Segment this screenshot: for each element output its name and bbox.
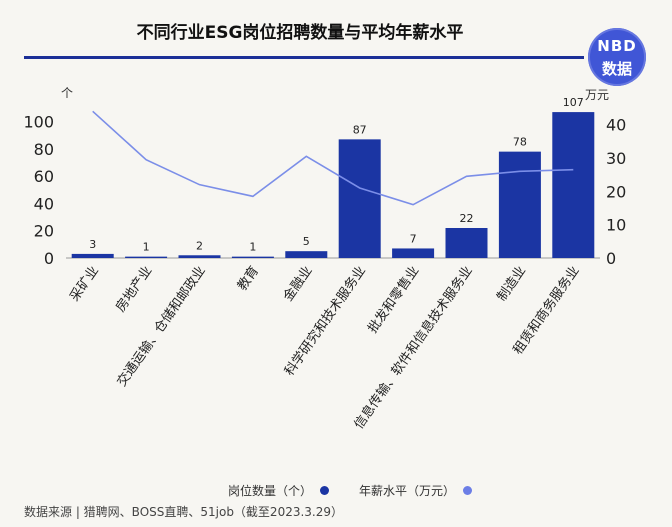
- bar: [445, 228, 488, 258]
- category-label: 采矿业: [67, 264, 102, 305]
- legend: 岗位数量（个） 年薪水平（万元）: [228, 482, 473, 499]
- bar-value-label: 1: [143, 241, 150, 254]
- chart-title: 不同行业ESG岗位招聘数量与平均年薪水平: [136, 23, 464, 43]
- bar: [178, 255, 221, 258]
- bar-value-label: 1: [249, 241, 256, 254]
- bar-value-label: 3: [89, 238, 96, 251]
- bar: [285, 251, 328, 258]
- right-tick-label: 40: [606, 116, 626, 135]
- left-tick-label: 0: [44, 249, 54, 268]
- left-axis-unit: 个: [61, 86, 74, 100]
- category-label: 制造业: [495, 264, 530, 305]
- right-tick-label: 20: [606, 182, 626, 201]
- right-axis-unit: 万元: [585, 88, 610, 102]
- nbd-logo: NBD 数据: [588, 28, 646, 86]
- left-tick-label: 40: [34, 194, 54, 213]
- legend-bar-swatch: [320, 486, 330, 495]
- left-tick-label: 60: [34, 167, 54, 186]
- left-tick-label: 100: [23, 113, 54, 132]
- left-tick-label: 20: [34, 222, 54, 241]
- logo-line-1: NBD: [597, 37, 637, 55]
- legend-line-label: 年薪水平（万元）: [359, 484, 456, 498]
- bar: [231, 256, 274, 258]
- category-label: 金融业: [280, 263, 315, 304]
- salary-line: [92, 110, 574, 206]
- bar: [125, 256, 168, 258]
- category-label: 信息传输、软件和信息技术服务业: [351, 263, 476, 432]
- title-rule: [24, 56, 584, 59]
- logo-line-2: 数据: [601, 60, 632, 78]
- category-label: 批发和零售业: [365, 263, 423, 336]
- bar: [498, 151, 541, 258]
- category-label: 交通运输、仓储和邮政业: [114, 263, 209, 389]
- bar: [338, 139, 381, 258]
- bar-value-label: 22: [460, 212, 474, 225]
- category-label: 教育: [234, 263, 262, 293]
- bar-value-label: 87: [353, 123, 367, 136]
- bar-value-label: 107: [563, 96, 584, 109]
- bar: [71, 253, 114, 258]
- bar-value-label: 5: [303, 235, 310, 248]
- left-tick-label: 80: [34, 140, 54, 159]
- bar-value-label: 2: [196, 239, 203, 252]
- bar: [552, 112, 595, 258]
- right-tick-label: 30: [606, 149, 626, 168]
- bar-value-label: 78: [513, 136, 527, 149]
- right-tick-label: 10: [606, 216, 626, 235]
- legend-bar-label: 岗位数量（个）: [228, 484, 313, 498]
- chart: 0 20 40 60 80 100 0 10 20 30 40 3 采矿业 1 房地产业 2 交通运输、仓储和邮…: [23, 96, 626, 432]
- source-note: 数据来源 | 猎聘网、BOSS直聘、51job（截至2023.3.29）: [24, 505, 344, 519]
- legend-line-swatch: [463, 486, 473, 495]
- category-label: 房地产业: [112, 263, 155, 315]
- bar-value-label: 7: [410, 232, 417, 245]
- bar: [392, 248, 435, 258]
- right-tick-label: 0: [606, 249, 616, 268]
